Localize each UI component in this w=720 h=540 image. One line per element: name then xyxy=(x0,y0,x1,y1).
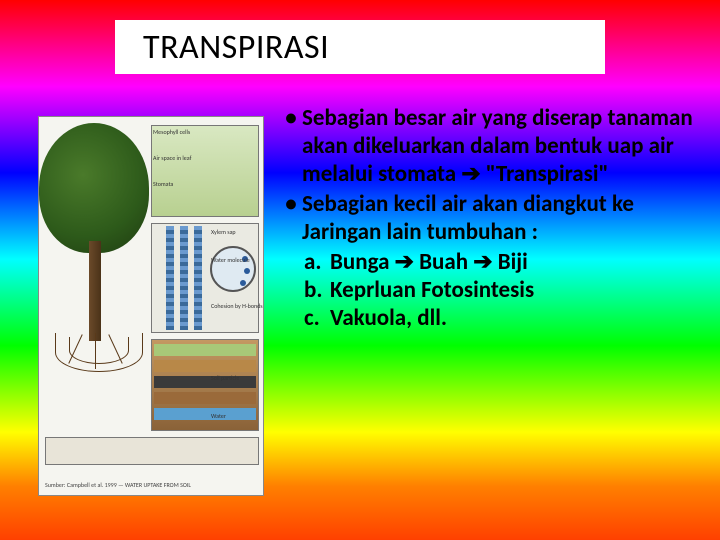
fig-label: Soil particle xyxy=(211,375,239,382)
sub-body: Keprluan Fotosintesis xyxy=(330,276,694,304)
fig-label: Mesophyll cells xyxy=(153,129,190,136)
sub-body: Bunga ➔ Buah ➔ Biji xyxy=(330,248,694,276)
caption-panel xyxy=(45,437,259,465)
title-box: TRANSPIRASI xyxy=(115,20,605,74)
zoom-circle xyxy=(210,246,256,292)
sub-letter: b. xyxy=(302,276,330,304)
tree-canopy xyxy=(39,123,149,253)
sub-list: a. Bunga ➔ Buah ➔ Biji b. Keprluan Fotos… xyxy=(302,248,694,332)
content-area: • Sebagian besar air yang diserap tanama… xyxy=(280,104,694,334)
page-title: TRANSPIRASI xyxy=(143,27,329,68)
arrow-icon: ➔ xyxy=(461,160,480,188)
sub-item-a: a. Bunga ➔ Buah ➔ Biji xyxy=(302,248,694,276)
fig-label: Stomata xyxy=(153,181,173,188)
sub-letter: c. xyxy=(302,304,330,332)
bullet-mark: • xyxy=(280,104,302,188)
fig-label: Water xyxy=(211,413,226,420)
sub-item-b: b. Keprluan Fotosintesis xyxy=(302,276,694,304)
sub-letter: a. xyxy=(302,248,330,276)
tree-trunk xyxy=(89,241,101,341)
transpiration-figure: Mesophyll cells Air space in leaf Stomat… xyxy=(38,116,264,496)
figure-caption: Sumber: Campbell et al. 1999 — WATER UPT… xyxy=(45,481,257,489)
bullet-text: Sebagian kecil air akan diangkut ke Jari… xyxy=(302,190,634,246)
arrow-icon: ➔ xyxy=(473,248,492,276)
bullet-body: Sebagian kecil air akan diangkut ke Jari… xyxy=(302,190,694,332)
sub-body: Vakuola, dll. xyxy=(330,304,694,332)
leaf-panel xyxy=(151,125,259,217)
bullet-body: Sebagian besar air yang diserap tanaman … xyxy=(302,104,694,188)
fig-label: Cohesion by H-bonds xyxy=(211,303,263,310)
tree-diagram xyxy=(45,123,143,373)
bullet-text: "Transpirasi" xyxy=(481,160,609,188)
bullet-1: • Sebagian besar air yang diserap tanama… xyxy=(280,104,694,188)
xylem-panel xyxy=(151,223,259,333)
bullet-2: • Sebagian kecil air akan diangkut ke Ja… xyxy=(280,190,694,332)
fig-label: Xylem sap xyxy=(211,229,236,236)
soil-panel xyxy=(151,339,259,431)
bullet-mark: • xyxy=(280,190,302,332)
tree-roots xyxy=(55,333,143,375)
sub-item-c: c. Vakuola, dll. xyxy=(302,304,694,332)
fig-label: Air space in leaf xyxy=(153,155,191,162)
fig-label: Water molecule xyxy=(211,257,250,264)
arrow-icon: ➔ xyxy=(395,248,414,276)
